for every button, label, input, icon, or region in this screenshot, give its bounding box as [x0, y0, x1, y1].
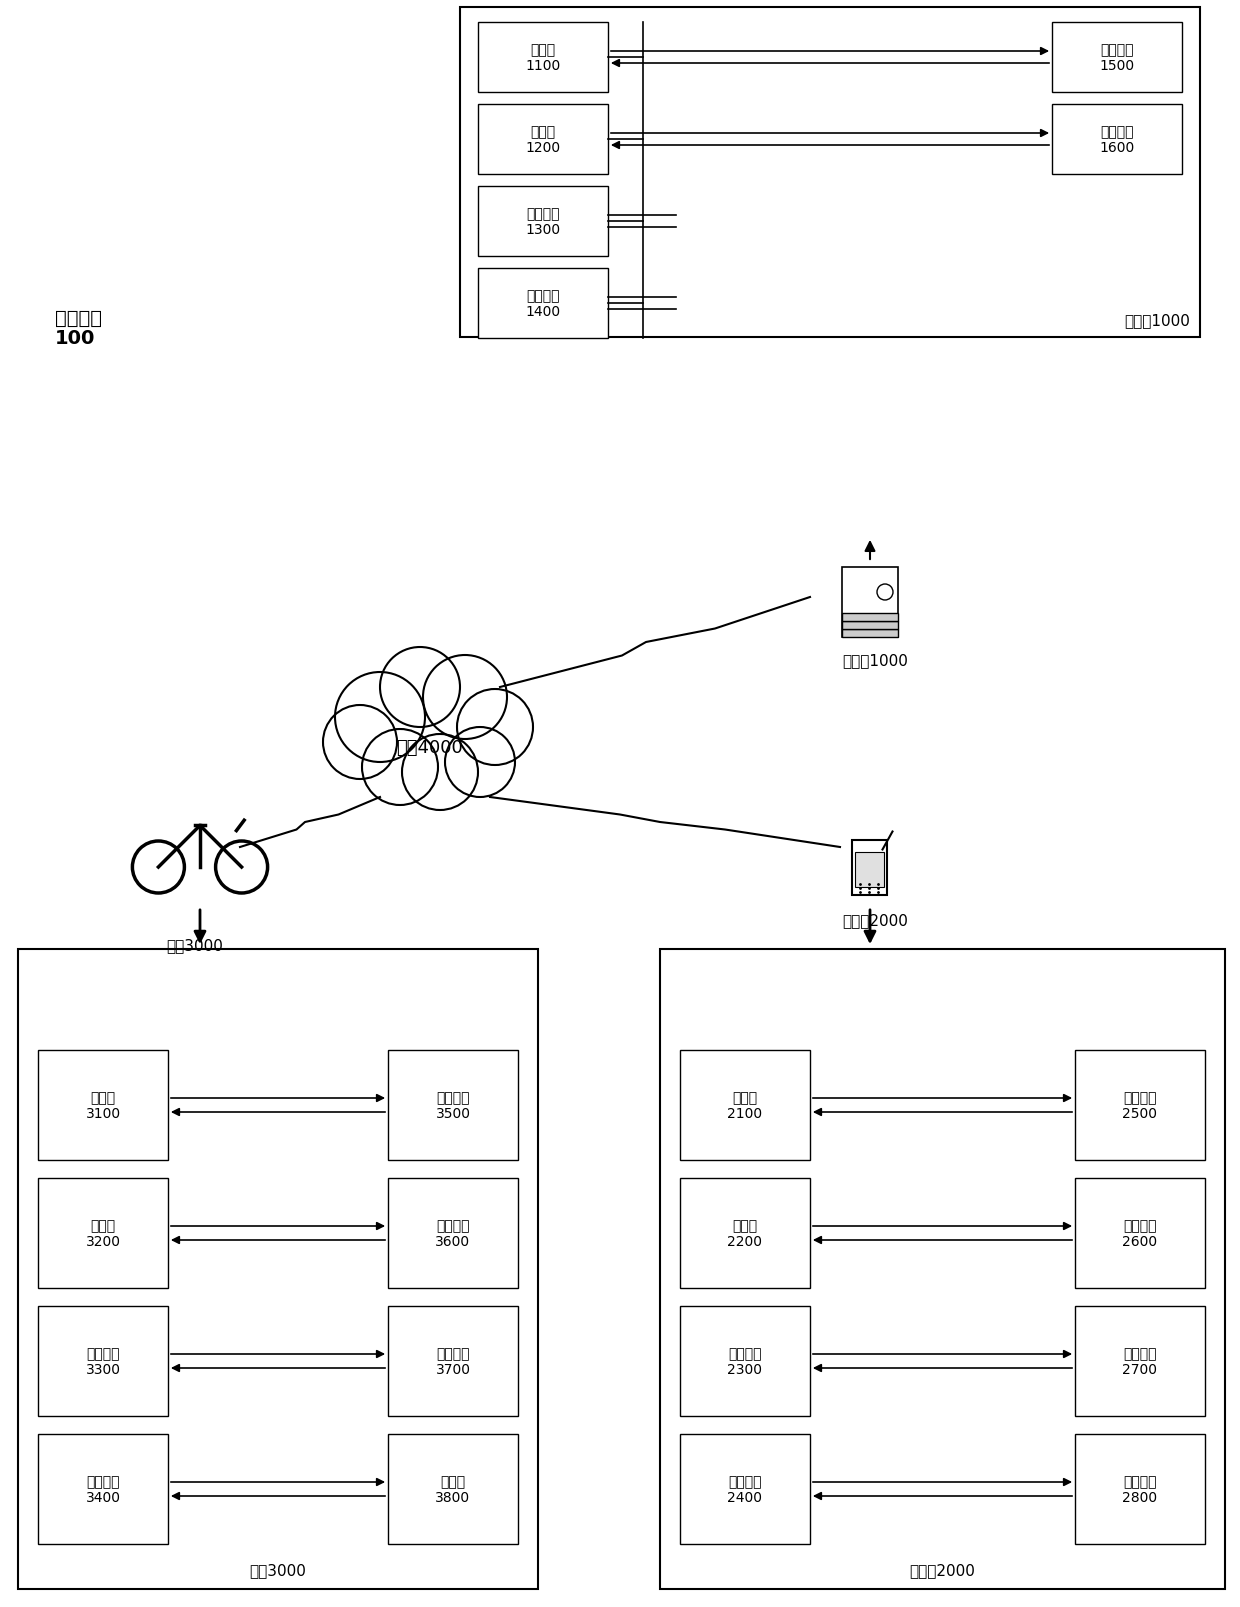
- Bar: [680, 1306, 810, 1416]
- Text: 通信装置
2400: 通信装置 2400: [728, 1474, 763, 1504]
- Text: 存储器
2200: 存储器 2200: [728, 1218, 763, 1249]
- Text: 定位装置
3700: 定位装置 3700: [435, 1347, 470, 1376]
- Text: 摄像装置
2800: 摄像装置 2800: [1122, 1474, 1158, 1504]
- Bar: [38, 1306, 167, 1416]
- Bar: [38, 1178, 167, 1289]
- Bar: [842, 567, 898, 638]
- Bar: [680, 1051, 810, 1160]
- Text: 接口装置
1300: 接口装置 1300: [526, 207, 560, 236]
- Text: 输入装置
1600: 输入装置 1600: [1100, 125, 1135, 154]
- Bar: [1052, 104, 1182, 175]
- Bar: [477, 186, 608, 257]
- Bar: [460, 8, 1200, 337]
- Bar: [1075, 1051, 1205, 1160]
- Circle shape: [322, 705, 397, 779]
- Bar: [38, 1433, 167, 1544]
- Circle shape: [445, 728, 515, 797]
- Text: 接口装置
2300: 接口装置 2300: [728, 1347, 763, 1376]
- Text: 100: 100: [55, 329, 95, 347]
- Bar: [842, 630, 898, 638]
- Circle shape: [458, 689, 533, 765]
- Text: 车辆3000: 车辆3000: [166, 937, 223, 953]
- Text: 服务器1000: 服务器1000: [1125, 313, 1190, 328]
- Text: 处理器
2100: 处理器 2100: [728, 1090, 763, 1120]
- Bar: [680, 1433, 810, 1544]
- Text: 存储器
1200: 存储器 1200: [526, 125, 560, 154]
- Bar: [477, 268, 608, 339]
- Text: 处理器
1100: 处理器 1100: [526, 43, 560, 72]
- Text: 显示装置
2500: 显示装置 2500: [1122, 1090, 1157, 1120]
- Text: 显示装置
1500: 显示装置 1500: [1100, 43, 1135, 72]
- Text: 输出装置
3500: 输出装置 3500: [435, 1090, 470, 1120]
- Bar: [388, 1051, 518, 1160]
- Text: 客户端2000: 客户端2000: [842, 913, 908, 927]
- Bar: [38, 1051, 167, 1160]
- Text: 存储器
3200: 存储器 3200: [86, 1218, 120, 1249]
- Text: 处理器
3100: 处理器 3100: [86, 1090, 120, 1120]
- Bar: [1075, 1433, 1205, 1544]
- Text: 输出装置
2700: 输出装置 2700: [1122, 1347, 1157, 1376]
- Text: 客户端2000: 客户端2000: [910, 1562, 976, 1576]
- Bar: [388, 1178, 518, 1289]
- Text: 网络4000: 网络4000: [397, 739, 464, 757]
- Bar: [477, 104, 608, 175]
- Bar: [1052, 22, 1182, 93]
- Text: 输入装置
3600: 输入装置 3600: [435, 1218, 470, 1249]
- Bar: [842, 614, 898, 622]
- Bar: [477, 22, 608, 93]
- Circle shape: [362, 730, 438, 805]
- Bar: [852, 840, 888, 895]
- Circle shape: [423, 656, 507, 739]
- Circle shape: [402, 734, 477, 810]
- Text: 通信装置
1400: 通信装置 1400: [526, 289, 560, 318]
- Text: 车辆3000: 车辆3000: [249, 1562, 306, 1576]
- Bar: [660, 950, 1225, 1589]
- Bar: [19, 950, 538, 1589]
- Bar: [388, 1433, 518, 1544]
- Text: 服务器1000: 服务器1000: [842, 652, 908, 667]
- Bar: [1075, 1306, 1205, 1416]
- Text: 传感器
3800: 传感器 3800: [435, 1474, 470, 1504]
- Text: 输入装置
2600: 输入装置 2600: [1122, 1218, 1158, 1249]
- Text: 车辆系统: 车辆系统: [55, 309, 102, 328]
- Bar: [856, 852, 884, 887]
- Text: 通信装置
3400: 通信装置 3400: [86, 1474, 120, 1504]
- Circle shape: [335, 673, 425, 763]
- Bar: [1075, 1178, 1205, 1289]
- Text: 接口装置
3300: 接口装置 3300: [86, 1347, 120, 1376]
- Bar: [388, 1306, 518, 1416]
- Bar: [842, 622, 898, 630]
- Bar: [680, 1178, 810, 1289]
- Circle shape: [379, 648, 460, 728]
